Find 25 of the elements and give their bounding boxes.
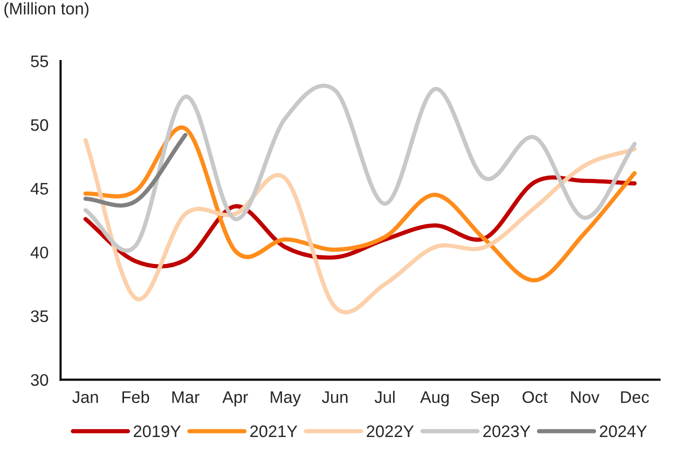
legend-label: 2024Y <box>600 425 647 438</box>
y-tick-label: 35 <box>30 310 48 322</box>
x-tick-label: Oct <box>522 391 548 404</box>
x-tick-label: Mar <box>172 391 200 404</box>
legend-label: 2019Y <box>134 425 181 438</box>
x-tick-label: Nov <box>571 391 600 404</box>
x-tick-label: Jan <box>72 391 98 404</box>
x-tick-label: Jun <box>322 391 348 404</box>
x-tick-label: Dec <box>621 391 649 404</box>
y-tick-label: 55 <box>30 56 48 68</box>
x-tick-label: Apr <box>222 391 248 406</box>
line-series <box>83 125 637 282</box>
y-tick-label: 40 <box>30 246 48 258</box>
y-tick-label: 45 <box>30 183 48 195</box>
legend-label: 2021Y <box>250 425 298 438</box>
x-tick-label: Jul <box>374 390 395 404</box>
legend-label: 2022Y <box>366 425 414 438</box>
y-tick-label: 30 <box>30 374 48 386</box>
x-tick-label: Aug <box>420 391 449 406</box>
legend-label: 2023Y <box>483 425 530 438</box>
y-tick-label: 50 <box>30 119 48 131</box>
y-axis-title: (Million ton) <box>4 2 88 18</box>
x-tick-label: Feb <box>122 390 150 404</box>
x-tick-label: May <box>270 391 301 406</box>
x-tick-label: Sep <box>470 391 499 406</box>
